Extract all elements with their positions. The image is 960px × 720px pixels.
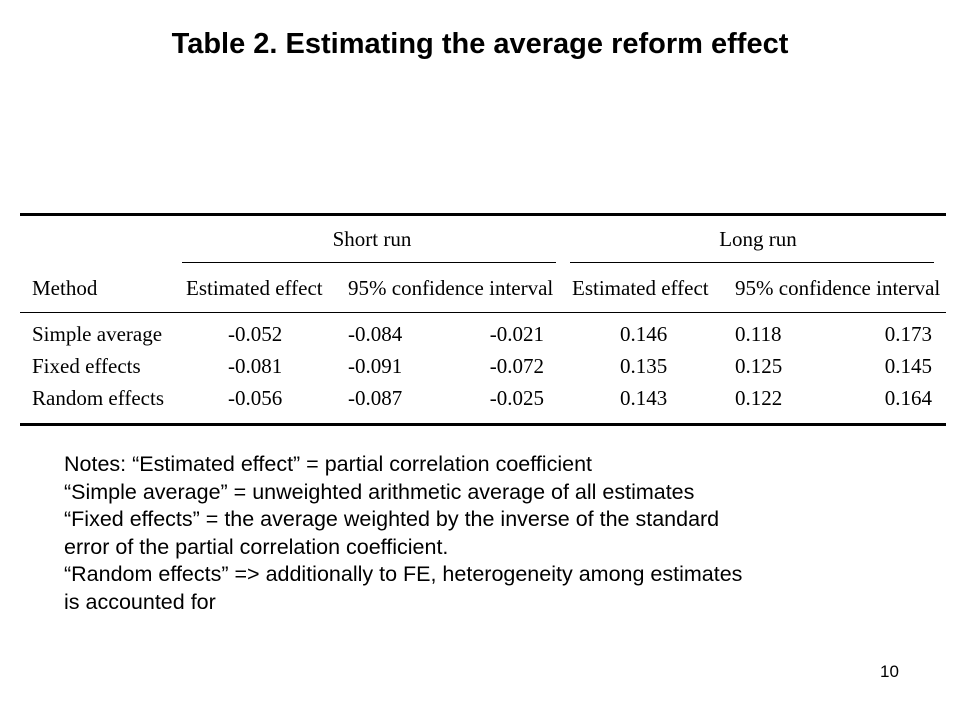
note-line: is accounted for xyxy=(64,589,216,614)
short-ci-header: 95% confidence interval xyxy=(348,276,554,300)
row-long-ci-low: 0.122 xyxy=(735,386,783,410)
row-long-ci-low: 0.118 xyxy=(735,322,782,346)
short-effect-header: Estimated effect xyxy=(186,276,323,300)
table-top-rule xyxy=(20,213,946,216)
row-short-ci-high: -0.021 xyxy=(489,322,544,346)
notes: Notes: “Estimated effect” = partial corr… xyxy=(64,451,944,616)
header-rule xyxy=(20,312,946,313)
note-line: Notes: “Estimated effect” = partial corr… xyxy=(64,452,592,476)
results-table: Short run Long run Method Estimated effe… xyxy=(20,213,946,427)
row-long-ci-high: 0.145 xyxy=(884,354,932,378)
method-header: Method xyxy=(32,276,98,300)
slide-title: Table 2. Estimating the average reform e… xyxy=(171,28,789,60)
page-number: 10 xyxy=(880,662,899,681)
short-run-header: Short run xyxy=(332,227,412,251)
long-effect-header: Estimated effect xyxy=(572,276,709,300)
row-short-ci-low: -0.087 xyxy=(348,386,403,410)
row-short-ci-high: -0.072 xyxy=(489,354,544,378)
row-short-ci-high: -0.025 xyxy=(489,386,544,410)
table-bottom-rule xyxy=(20,423,946,426)
row-short-effect: -0.081 xyxy=(228,354,283,378)
short-run-underline xyxy=(182,262,556,263)
row-long-effect: 0.135 xyxy=(620,354,668,378)
row-short-effect: -0.056 xyxy=(228,386,283,410)
row-short-ci-low: -0.091 xyxy=(348,354,403,378)
row-method: Random effects xyxy=(32,386,164,410)
long-run-header: Long run xyxy=(719,227,797,251)
row-long-ci-high: 0.164 xyxy=(884,386,932,410)
note-line: error of the partial correlation coeffic… xyxy=(64,534,449,559)
note-line: “Fixed effects” = the average weighted b… xyxy=(64,507,720,531)
row-long-ci-high: 0.173 xyxy=(884,322,932,346)
row-method: Fixed effects xyxy=(32,354,141,378)
row-short-ci-low: -0.084 xyxy=(348,322,403,346)
row-long-effect: 0.143 xyxy=(620,386,668,410)
row-long-effect: 0.146 xyxy=(620,322,668,346)
row-method: Simple average xyxy=(32,322,163,346)
note-line: “Random effects” => additionally to FE, … xyxy=(64,562,743,586)
long-ci-header: 95% confidence interval xyxy=(735,276,941,300)
row-short-effect: -0.052 xyxy=(228,322,283,346)
row-long-ci-low: 0.125 xyxy=(735,354,783,378)
long-run-underline xyxy=(570,262,934,263)
note-line: “Simple average” = unweighted arithmetic… xyxy=(64,479,695,504)
